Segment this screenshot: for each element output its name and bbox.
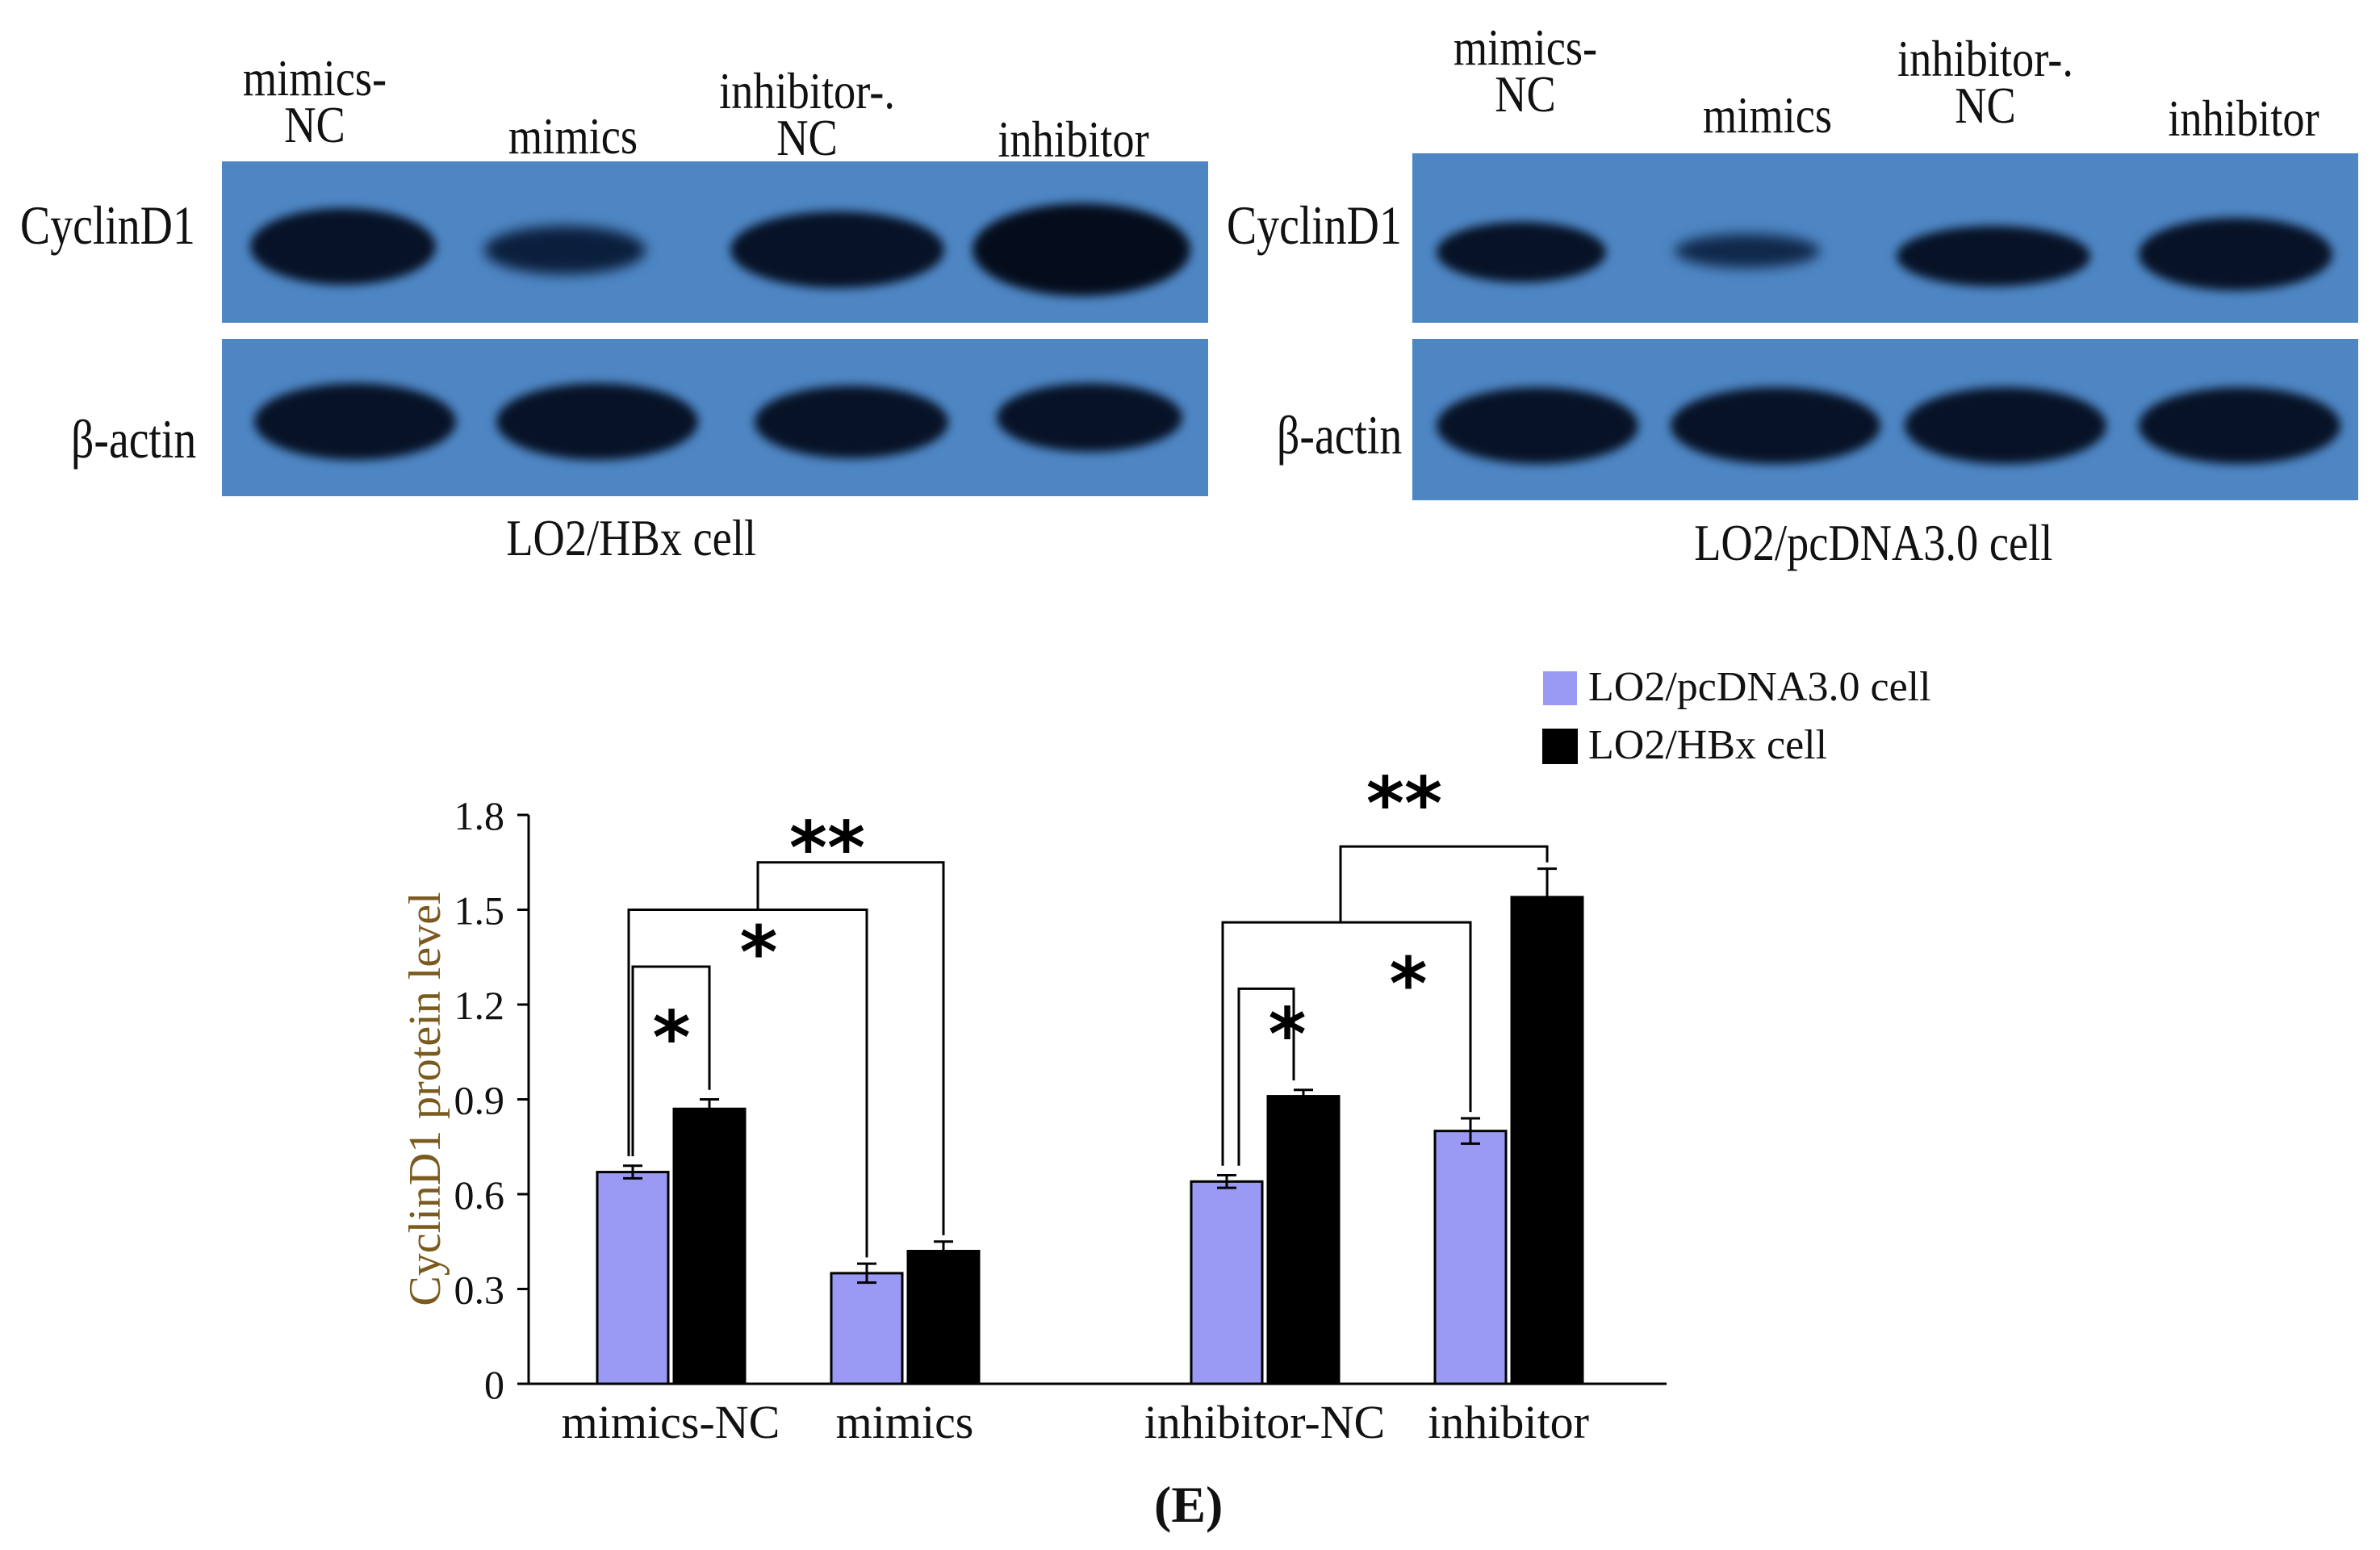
right-row-label-cyclind1: CyclinD1: [1227, 194, 1402, 256]
y-axis-title: CyclinD1 protein level: [400, 892, 450, 1306]
x-category-label: mimics-NC: [562, 1396, 780, 1448]
significance-marker: *: [1268, 992, 1306, 1077]
legend-swatch-pcdna: [1543, 671, 1577, 705]
right-lane-label-2: mimics: [1702, 86, 1833, 144]
y-tick-label: 0: [484, 1362, 504, 1407]
left-cell-label: LO2/HBx cell: [506, 509, 757, 566]
right-actin-band-4: [2139, 387, 2340, 464]
significance-marker: **: [789, 806, 865, 891]
right-lane-label-3: inhibitor-. NC: [1897, 30, 2073, 134]
left-lane-label-1: mimics- NC: [242, 49, 387, 153]
significance-marker: *: [739, 910, 777, 995]
left-lane-label-3: inhibitor-. NC: [719, 62, 895, 166]
left-actin-band-1: [254, 383, 456, 460]
sig-bracket-4: [1237, 987, 1295, 1166]
left-cyclind1-band-4: [972, 203, 1190, 296]
left-lane-label-4: inhibitor: [998, 111, 1149, 168]
left-actin-band-3: [755, 386, 948, 458]
right-lane-label-1: mimics- NC: [1453, 19, 1598, 123]
legend-label-pcdna: LO2/pcDNA3.0 cell: [1588, 664, 1931, 710]
sig-bracket-1: [631, 965, 711, 1156]
left-cyclind1-membrane: [222, 161, 1208, 323]
right-cyclind1-band-1: [1437, 222, 1606, 282]
right-cell-label: LO2/pcDNA3.0 cell: [1694, 514, 2053, 571]
right-actin-band-1: [1437, 387, 1638, 464]
sig-bracket-5: [1221, 921, 1472, 1166]
y-tick-label: 1.2: [454, 983, 505, 1028]
left-row-label-beta-actin: β-actin: [71, 408, 197, 470]
y-tick-label: 0.9: [454, 1078, 505, 1123]
left-lane-label-2: mimics: [508, 107, 638, 165]
left-actin-band-2: [496, 383, 698, 460]
x-category-label: mimics: [836, 1396, 974, 1448]
right-beta-actin-membrane: [1412, 339, 2358, 500]
bar-pcdna-inhibitor-nc: [1190, 1180, 1264, 1385]
y-tick-label: 1.5: [454, 888, 505, 934]
right-cyclind1-band-4: [2139, 218, 2332, 290]
bar-hbx-inhibitor: [1510, 896, 1584, 1385]
bar-pcdna-mimics: [830, 1272, 904, 1385]
right-cyclind1-band-2: [1675, 234, 1820, 268]
bar-hbx-mimics: [906, 1250, 981, 1385]
right-lane-label-4: inhibitor: [2168, 90, 2319, 147]
sig-bracket-6: [1339, 845, 1549, 923]
sig-bracket-3: [756, 861, 945, 1235]
right-actin-band-3: [1905, 387, 2106, 464]
y-tick-label: 0.3: [454, 1268, 505, 1313]
left-actin-band-4: [997, 383, 1182, 452]
significance-marker: **: [1366, 762, 1442, 846]
left-beta-actin-membrane: [222, 339, 1208, 496]
legend-label-hbx: LO2/HBx cell: [1588, 722, 1827, 768]
left-cyclind1-band-1: [250, 208, 436, 285]
sig-bracket-2: [627, 909, 868, 1258]
right-cyclind1-membrane: [1412, 153, 2358, 323]
bar-pcdna-inhibitor: [1433, 1130, 1508, 1385]
significance-marker: *: [1389, 942, 1427, 1026]
left-cyclind1-band-3: [730, 211, 944, 288]
legend-swatch-hbx: [1542, 729, 1578, 764]
left-cyclind1-band-2: [484, 226, 646, 274]
y-tick-label: 0.6: [454, 1172, 505, 1218]
significance-marker: *: [652, 996, 690, 1080]
bar-pcdna-mimics-nc: [596, 1171, 670, 1385]
right-row-label-beta-actin: β-actin: [1277, 404, 1403, 466]
x-category-label: inhibitor-NC: [1144, 1396, 1386, 1448]
x-category-label: inhibitor: [1428, 1396, 1589, 1448]
left-row-label-cyclind1: CyclinD1: [20, 194, 195, 256]
right-cyclind1-band-3: [1897, 226, 2090, 286]
y-tick-label: 1.8: [454, 793, 505, 838]
right-actin-band-2: [1671, 387, 1880, 464]
panel-label: (E): [1154, 1476, 1223, 1533]
bar-hbx-inhibitor-nc: [1266, 1095, 1341, 1385]
bar-hbx-mimics-nc: [672, 1107, 747, 1385]
